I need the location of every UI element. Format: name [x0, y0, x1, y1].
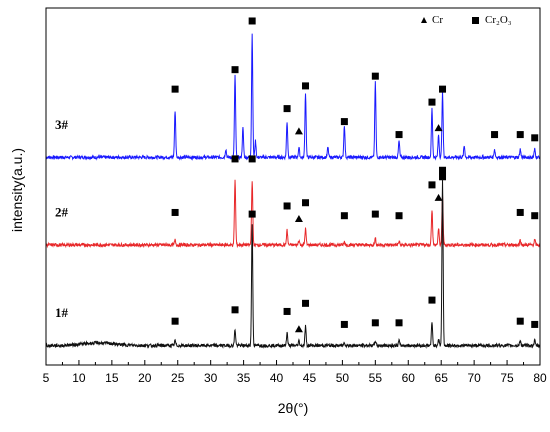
- cr2o3-marker: [395, 212, 403, 220]
- x-tick-label: 35: [237, 371, 251, 385]
- plot-frame: [45, 7, 541, 366]
- cr2o3-marker: [439, 166, 447, 174]
- series-3#: 3#: [45, 17, 541, 161]
- cr2o3-marker: [439, 85, 447, 93]
- cr2o3-marker: [340, 212, 348, 220]
- x-axis: 5 10 15 20 25 30 35 40 45 50 55 60 65 70 75 80: [43, 360, 547, 385]
- cr-marker: [294, 127, 303, 135]
- cr2o3-marker: [428, 181, 436, 189]
- x-tick-label: 25: [171, 371, 185, 385]
- sample-label-3#: 3#: [55, 117, 69, 132]
- cr2o3-marker: [491, 131, 499, 139]
- cr2o3-marker: [171, 317, 179, 325]
- cr2o3-marker: [248, 17, 256, 25]
- x-tick-label: 60: [402, 371, 416, 385]
- legend-square-marker: [472, 17, 479, 24]
- cr2o3-marker: [531, 212, 539, 220]
- cr2o3-marker: [302, 299, 310, 307]
- cr2o3-marker: [302, 199, 310, 207]
- legend-triangle-marker: [421, 17, 427, 23]
- cr2o3-marker: [283, 202, 291, 210]
- cr2o3-marker: [248, 155, 256, 163]
- cr2o3-marker: [531, 320, 539, 328]
- x-tick-label: 40: [270, 371, 284, 385]
- cr-marker: [434, 193, 443, 201]
- cr2o3-marker: [371, 319, 379, 327]
- x-tick-label: 30: [204, 371, 218, 385]
- cr2o3-marker: [371, 72, 379, 80]
- series-line-3#: [45, 33, 541, 161]
- cr2o3-marker: [516, 317, 524, 325]
- x-tick-label: 70: [467, 371, 481, 385]
- series-line-2#: [45, 179, 541, 249]
- cr2o3-marker: [516, 131, 524, 139]
- x-tick-label: 75: [500, 371, 514, 385]
- x-tick-label: 45: [303, 371, 317, 385]
- cr-marker: [294, 325, 303, 333]
- x-tick-label: 5: [43, 371, 50, 385]
- cr2o3-marker: [302, 82, 310, 90]
- cr2o3-marker: [428, 296, 436, 304]
- cr2o3-marker: [516, 208, 524, 216]
- x-axis-title: 2θ(°): [278, 400, 309, 416]
- cr2o3-marker: [283, 105, 291, 113]
- cr2o3-marker: [428, 98, 436, 106]
- cr2o3-marker: [231, 155, 239, 163]
- plot-area: 3# 2# 1#: [45, 17, 541, 349]
- legend-label-cr2o3: Cr₂O₃: [485, 14, 512, 26]
- cr2o3-marker: [340, 320, 348, 328]
- sample-label-2#: 2#: [55, 204, 69, 219]
- series-line-1#: [45, 179, 541, 349]
- legend-label-cr: Cr: [432, 14, 443, 26]
- cr2o3-marker: [395, 319, 403, 327]
- x-tick-label: 55: [369, 371, 383, 385]
- legend: Cr Cr₂O₃: [421, 14, 512, 26]
- cr2o3-marker: [171, 85, 179, 93]
- cr2o3-marker: [439, 173, 447, 181]
- x-tick-label: 15: [105, 371, 119, 385]
- series-2#: 2#: [45, 155, 541, 249]
- x-tick-label: 10: [72, 371, 86, 385]
- cr2o3-marker: [283, 307, 291, 315]
- x-tick-label: 20: [138, 371, 152, 385]
- sample-label-1#: 1#: [55, 305, 69, 320]
- cr2o3-marker: [248, 210, 256, 218]
- cr2o3-marker: [231, 66, 239, 74]
- cr2o3-marker: [395, 131, 403, 139]
- cr2o3-marker: [171, 208, 179, 216]
- x-tick-label: 80: [533, 371, 547, 385]
- x-tick-label: 50: [336, 371, 350, 385]
- cr-marker: [434, 124, 443, 132]
- cr2o3-marker: [340, 118, 348, 126]
- cr2o3-marker: [371, 210, 379, 218]
- series-1#: 1#: [45, 166, 541, 349]
- cr-marker: [294, 214, 303, 222]
- x-tick-label: 65: [435, 371, 449, 385]
- cr2o3-marker: [531, 134, 539, 142]
- cr2o3-marker: [231, 306, 239, 314]
- y-axis-title: intensity(a.u.): [9, 148, 25, 232]
